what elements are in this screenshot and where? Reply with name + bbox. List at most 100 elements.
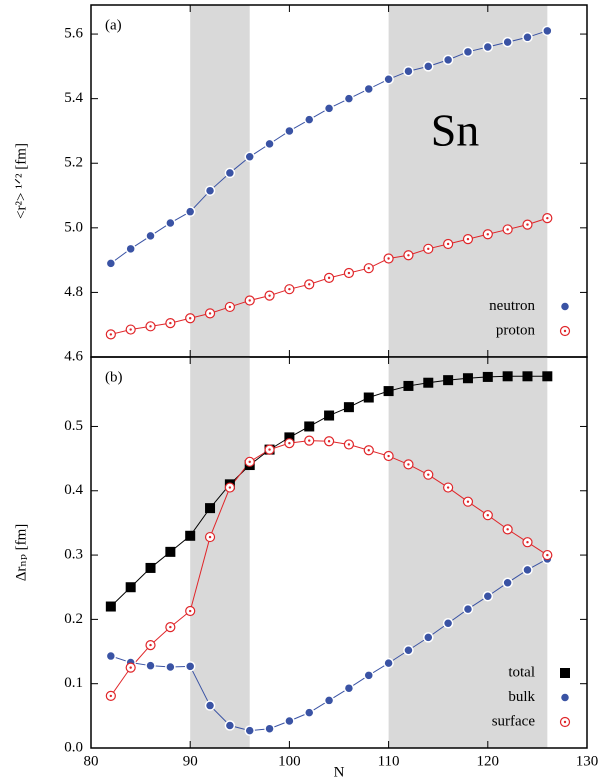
- marker: [559, 301, 571, 312]
- marker: [145, 562, 156, 573]
- marker: [244, 295, 255, 306]
- marker-dot: [208, 312, 212, 315]
- panel-label: (b): [105, 369, 123, 385]
- marker-dot: [109, 333, 113, 336]
- panel-label: (a): [105, 17, 122, 33]
- marker: [363, 392, 374, 403]
- marker: [383, 253, 394, 264]
- x-tick-label: 120: [477, 753, 500, 769]
- marker: [559, 325, 571, 337]
- marker-dot: [228, 305, 232, 309]
- marker: [462, 496, 474, 507]
- marker: [403, 459, 414, 470]
- legend-label: total: [508, 664, 535, 680]
- marker: [522, 371, 533, 382]
- marker-dot: [169, 625, 172, 629]
- marker: [145, 660, 156, 671]
- marker-dot: [308, 283, 311, 286]
- marker-dot: [407, 463, 410, 466]
- marker: [502, 224, 513, 235]
- marker: [224, 720, 236, 731]
- marker: [184, 661, 196, 672]
- marker: [264, 444, 275, 455]
- marker-dot: [387, 454, 390, 458]
- marker: [324, 410, 335, 421]
- marker: [224, 482, 235, 493]
- marker: [482, 371, 493, 382]
- marker: [542, 549, 553, 561]
- marker: [522, 219, 533, 230]
- marker-dot: [446, 486, 450, 489]
- legend-label: proton: [496, 322, 536, 338]
- marker: [264, 723, 275, 734]
- marker: [323, 103, 335, 114]
- marker: [304, 421, 315, 432]
- marker: [383, 450, 394, 462]
- marker: [185, 605, 196, 617]
- marker-dot: [189, 317, 192, 320]
- marker-dot: [248, 299, 251, 302]
- marker-dot: [466, 500, 470, 503]
- marker: [224, 167, 236, 179]
- shaded-region: [190, 357, 250, 748]
- marker: [244, 151, 255, 163]
- marker-dot: [149, 325, 152, 328]
- marker: [423, 469, 434, 480]
- marker-dot: [427, 473, 430, 476]
- marker-dot: [387, 257, 390, 260]
- marker: [284, 432, 295, 443]
- y-axis-label: <r²> ¹ᐟ² [fm]: [13, 143, 29, 219]
- marker-dot: [367, 449, 370, 452]
- x-tick-label: 130: [576, 753, 599, 769]
- marker-dot: [563, 329, 567, 333]
- x-tick-label: 100: [278, 753, 301, 769]
- marker: [383, 74, 394, 85]
- marker: [145, 640, 156, 651]
- y-tick-label: 5.0: [64, 219, 83, 235]
- marker: [125, 324, 136, 335]
- marker-dot: [149, 643, 152, 647]
- marker: [165, 661, 176, 673]
- marker: [284, 284, 295, 295]
- marker: [284, 125, 295, 137]
- marker-dot: [189, 609, 192, 613]
- marker: [204, 531, 216, 543]
- marker: [522, 32, 533, 43]
- marker: [482, 590, 494, 602]
- marker: [502, 371, 513, 382]
- marker: [323, 695, 335, 706]
- marker: [522, 564, 533, 576]
- marker: [560, 668, 570, 678]
- marker: [323, 436, 335, 447]
- y-tick-label: 0.0: [64, 739, 83, 755]
- marker: [462, 373, 473, 384]
- marker: [204, 185, 216, 196]
- marker: [205, 503, 216, 514]
- marker: [403, 65, 414, 77]
- y-tick-label: 5.4: [64, 90, 83, 106]
- marker: [105, 329, 116, 340]
- marker-dot: [563, 720, 567, 724]
- marker: [185, 313, 196, 324]
- marker: [343, 402, 354, 413]
- marker-dot: [327, 440, 331, 443]
- marker: [363, 263, 374, 274]
- marker: [542, 213, 553, 224]
- legend-label: bulk: [508, 689, 535, 705]
- marker: [343, 682, 355, 694]
- marker-dot: [308, 439, 311, 442]
- marker: [343, 93, 355, 104]
- marker: [284, 438, 295, 449]
- x-tick-label: 80: [84, 753, 99, 769]
- marker: [383, 386, 394, 397]
- marker: [244, 456, 255, 467]
- marker: [224, 301, 235, 313]
- marker-dot: [228, 486, 232, 489]
- marker: [442, 617, 454, 629]
- marker: [165, 621, 176, 633]
- marker: [502, 577, 513, 588]
- marker: [105, 601, 116, 612]
- x-axis-label: N: [334, 764, 345, 780]
- marker: [423, 243, 434, 254]
- x-tick-label: 90: [183, 753, 198, 769]
